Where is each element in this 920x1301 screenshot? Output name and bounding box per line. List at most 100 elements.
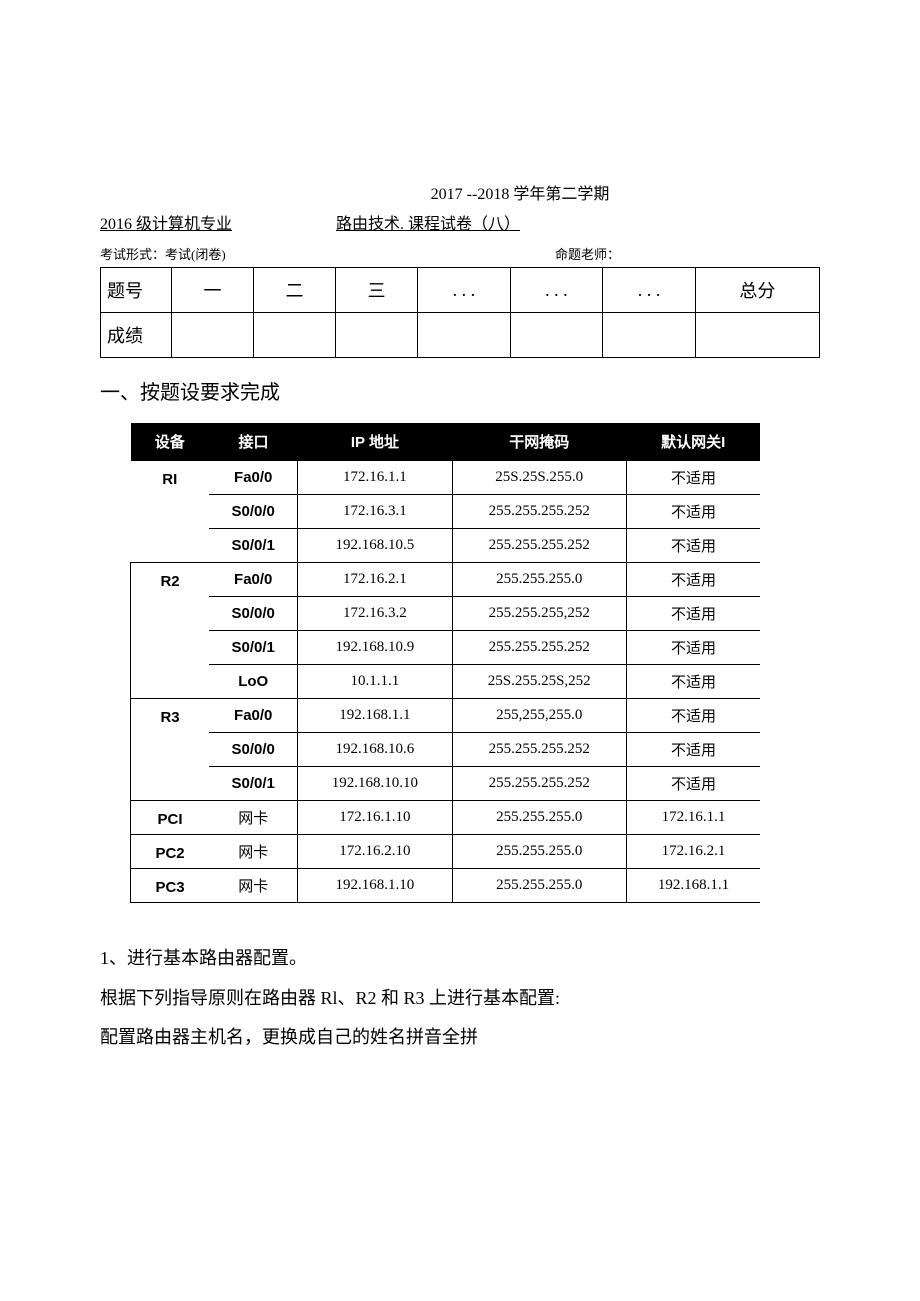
addr-mask: 255.255.255.0 [452,563,626,597]
addr-row: PC3网卡192.168.1.10255.255.255.0192.168.1.… [131,869,761,903]
score-cell [172,313,254,358]
addr-gateway: 不适用 [626,495,760,529]
addr-gateway: 不适用 [626,733,760,767]
score-cell [336,313,418,358]
addr-h-mask: 干网掩码 [452,423,626,461]
addr-interface: S0/0/1 [209,631,298,665]
addr-h-interface: 接口 [209,423,298,461]
score-cell [695,313,819,358]
addr-row: LoO10.1.1.125S.255.25S,252不适用 [131,665,761,699]
addr-mask: 255.255.255.252 [452,767,626,801]
teacher-label: 命题老师： [555,244,620,263]
addr-ip: 172.16.1.10 [298,801,452,835]
addr-mask: 255.255.255.252 [452,733,626,767]
addr-device: PC2 [131,835,210,869]
addr-ip: 172.16.3.1 [298,495,452,529]
addr-gateway: 不适用 [626,665,760,699]
addr-mask: 255.255.255.0 [452,869,626,903]
addr-ip: 172.16.1.1 [298,461,452,495]
addr-row: R2Fa0/0172.16.2.1255.255.255.0不适用 [131,563,761,597]
addr-mask: 255.255.255.0 [452,801,626,835]
addr-h-device: 设备 [131,423,210,461]
addr-interface: 网卡 [209,869,298,903]
addr-gateway: 不适用 [626,529,760,563]
addr-mask: 25S.255.25S,252 [452,665,626,699]
addr-row: S0/0/1192.168.10.5255.255.255.252不适用 [131,529,761,563]
addr-mask: 255.255.255.252 [452,631,626,665]
score-h-4: . . . [418,268,511,313]
addr-interface: Fa0/0 [209,563,298,597]
addr-interface: S0/0/0 [209,733,298,767]
addr-mask: 255.255.255,252 [452,597,626,631]
addr-ip: 192.168.10.6 [298,733,452,767]
score-h-0: 题号 [101,268,172,313]
score-h-1: 一 [172,268,254,313]
addr-row: S0/0/1192.168.10.9255.255.255.252不适用 [131,631,761,665]
addr-interface: 网卡 [209,801,298,835]
addr-row: PC2网卡172.16.2.10255.255.255.0172.16.2.1 [131,835,761,869]
score-cell [510,313,603,358]
addr-device: RI [131,461,210,563]
score-header-row: 题号 一 二 三 . . . . . . . . . 总分 [101,268,820,313]
score-h-2: 二 [254,268,336,313]
addr-gateway: 不适用 [626,597,760,631]
body-p1: 1、进行基本路由器配置。 [100,939,820,979]
addr-ip: 172.16.2.10 [298,835,452,869]
addr-mask: 255,255,255.0 [452,699,626,733]
addr-ip: 192.168.10.9 [298,631,452,665]
body-p2: 根据下列指导原则在路由器 Rl、R2 和 R3 上进行基本配置: [100,979,820,1019]
addr-mask: 255.255.255.0 [452,835,626,869]
addr-gateway: 不适用 [626,699,760,733]
score-cell [418,313,511,358]
addr-gateway: 172.16.2.1 [626,835,760,869]
addr-device: R2 [131,563,210,699]
addr-row: S0/0/1192.168.10.10255.255.255.252不适用 [131,767,761,801]
addr-gateway: 不适用 [626,767,760,801]
addr-ip: 192.168.10.5 [298,529,452,563]
addr-gateway: 192.168.1.1 [626,869,760,903]
addr-gateway: 172.16.1.1 [626,801,760,835]
score-h-3: 三 [336,268,418,313]
addr-mask: 255.255.255.252 [452,529,626,563]
score-value-row: 成绩 [101,313,820,358]
addr-interface: S0/0/0 [209,495,298,529]
addr-interface: Fa0/0 [209,461,298,495]
score-table: 题号 一 二 三 . . . . . . . . . 总分 成绩 [100,267,820,358]
addr-row: S0/0/0172.16.3.1255.255.255.252不适用 [131,495,761,529]
score-row2-label: 成绩 [101,313,172,358]
addr-ip: 10.1.1.1 [298,665,452,699]
score-h-5: . . . [510,268,603,313]
addr-gateway: 不适用 [626,461,760,495]
addr-row: RIFa0/0172.16.1.125S.25S.255.0不适用 [131,461,761,495]
score-cell [603,313,696,358]
addr-ip: 192.168.1.10 [298,869,452,903]
addr-gateway: 不适用 [626,563,760,597]
addr-row: R3Fa0/0192.168.1.1255,255,255.0不适用 [131,699,761,733]
score-h-6: . . . [603,268,696,313]
addr-device: PCI [131,801,210,835]
addr-interface: 网卡 [209,835,298,869]
body-p3: 配置路由器主机名，更换成自己的姓名拼音全拼 [100,1018,820,1058]
addr-interface: S0/0/0 [209,597,298,631]
addr-device: PC3 [131,869,210,903]
exam-form: 考试形式：考试(闭卷) [100,244,226,263]
addr-interface: Fa0/0 [209,699,298,733]
addr-ip: 192.168.1.1 [298,699,452,733]
addr-h-ip: IP 地址 [298,423,452,461]
addr-ip: 192.168.10.10 [298,767,452,801]
addr-h-gateway: 默认网关I [626,423,760,461]
addr-ip: 172.16.2.1 [298,563,452,597]
addr-mask: 25S.25S.255.0 [452,461,626,495]
score-cell [254,313,336,358]
addressing-table: 设备 接口 IP 地址 干网掩码 默认网关I RIFa0/0172.16.1.1… [130,423,760,903]
addr-row: S0/0/0192.168.10.6255.255.255.252不适用 [131,733,761,767]
addr-device: R3 [131,699,210,801]
header-course-paper: 路由技术. 课程试卷（八） [336,210,520,234]
addr-row: S0/0/0172.16.3.2255.255.255,252不适用 [131,597,761,631]
section-title-1: 一、按题设要求完成 [100,376,820,405]
addr-interface: S0/0/1 [209,529,298,563]
addr-mask: 255.255.255.252 [452,495,626,529]
header-year-line: 2017 --2018 学年第二学期 [220,180,820,204]
addr-ip: 172.16.3.2 [298,597,452,631]
header-grade-major: 2016 级计算机专业 [100,210,232,234]
